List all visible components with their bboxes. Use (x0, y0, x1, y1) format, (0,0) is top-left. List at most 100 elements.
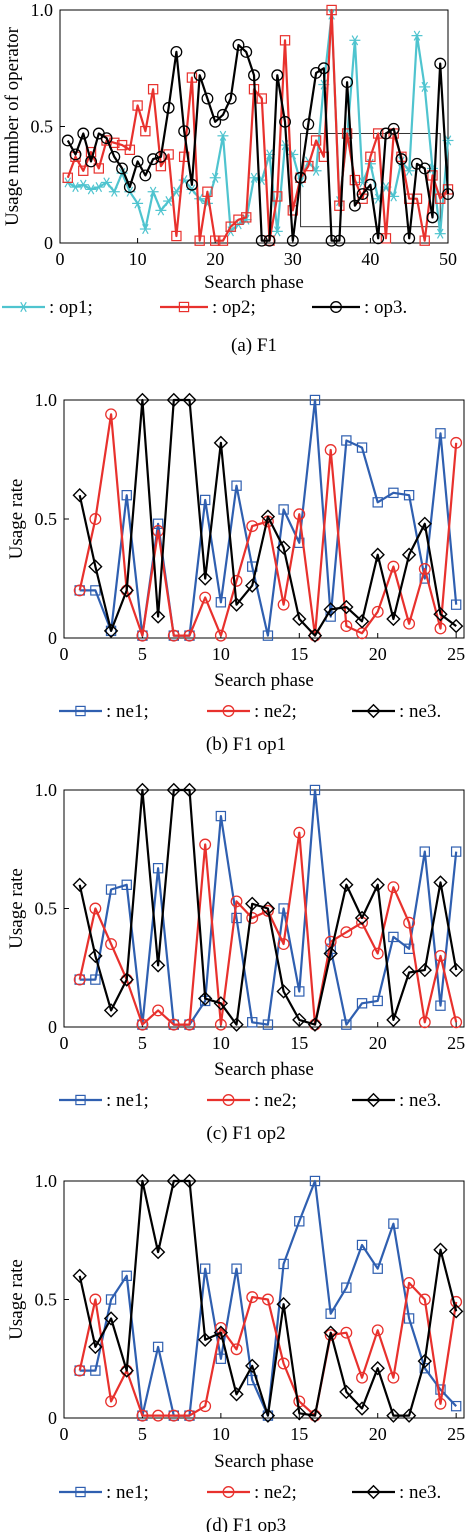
legend-marker (18, 301, 29, 313)
data-point (307, 1408, 323, 1423)
series-3 (72, 392, 464, 643)
legend-item-3: : ne3. (352, 1090, 441, 1111)
data-point (105, 884, 117, 895)
data-point (73, 973, 86, 986)
data-point (199, 1263, 211, 1274)
data-point (278, 504, 289, 515)
data-point (139, 223, 151, 235)
data-point (418, 563, 431, 575)
data-point (271, 226, 283, 237)
data-point (202, 186, 213, 197)
data-point (261, 1293, 274, 1306)
data-point (229, 1017, 244, 1032)
data-point (121, 490, 132, 501)
data-point (199, 838, 212, 851)
data-point (240, 45, 253, 58)
legend-label: : ne3. (399, 1482, 441, 1503)
data-point (435, 428, 446, 439)
data-point (73, 1364, 86, 1377)
data-point (403, 490, 415, 501)
data-point (241, 212, 252, 223)
data-point (69, 148, 82, 161)
x-axis-label: Search phase (214, 1451, 314, 1472)
data-point (230, 1343, 243, 1356)
data-point (293, 826, 306, 839)
data-point (245, 1358, 260, 1374)
legend-marker (366, 1092, 381, 1108)
legend-marker (178, 301, 190, 313)
data-point (401, 547, 417, 562)
data-point (356, 442, 368, 453)
x-tick-label: 5 (138, 1033, 147, 1053)
data-point (246, 1291, 259, 1304)
data-point (77, 127, 90, 140)
data-point (323, 602, 338, 617)
series-2 (73, 1276, 463, 1422)
data-point (356, 1239, 368, 1251)
data-point (448, 1304, 464, 1319)
data-point (152, 1341, 164, 1353)
x-tick-label: 20 (206, 249, 224, 269)
x-tick-label: 25 (447, 1424, 465, 1444)
legend-label: : ne1; (106, 1482, 149, 1503)
x-tick-label: 10 (212, 644, 230, 664)
data-point (213, 1325, 229, 1340)
data-point (183, 629, 196, 642)
data-point (387, 560, 400, 573)
x-axis-label: Search phase (214, 670, 314, 691)
data-point (262, 1019, 274, 1030)
data-point (364, 178, 377, 191)
data-point (132, 100, 143, 111)
data-point (90, 974, 101, 985)
data-point (262, 630, 274, 641)
legend-marker (75, 1094, 86, 1106)
chart-caption: (a) F1 (231, 335, 277, 356)
series-3 (72, 1173, 464, 1423)
data-point (370, 877, 385, 892)
data-point (324, 444, 337, 456)
legend-marker (222, 1094, 235, 1106)
data-point (418, 162, 431, 175)
data-point (88, 1339, 103, 1355)
data-point (307, 628, 323, 643)
data-point (356, 188, 369, 201)
data-point (213, 435, 229, 451)
data-point (215, 1353, 227, 1364)
data-point (340, 1326, 353, 1339)
x-tick-label: 0 (60, 1424, 69, 1444)
data-point (224, 92, 237, 105)
data-point (197, 1332, 213, 1347)
data-point (166, 782, 181, 798)
data-point (435, 1384, 446, 1395)
data-point (90, 1365, 101, 1376)
data-point (150, 1244, 166, 1260)
legend-item-3: : op3. (312, 297, 407, 318)
data-point (450, 846, 462, 857)
data-point (215, 810, 227, 822)
series-3 (72, 782, 464, 1032)
legend-label: : ne1; (106, 1090, 149, 1111)
data-point (147, 153, 160, 166)
data-point (271, 69, 284, 82)
data-point (62, 172, 73, 183)
legend-label: : op1; (49, 297, 93, 318)
chart-caption: (d) F1 op3 (206, 1515, 286, 1532)
data-point (150, 609, 166, 624)
legend-item-2: : ne2; (207, 1482, 297, 1503)
y-axis-label: Usage number of operator (2, 26, 23, 226)
legend-marker (75, 1486, 86, 1498)
data-point (183, 1018, 196, 1031)
data-point (248, 172, 260, 183)
data-point (89, 1293, 102, 1306)
x-tick-label: 15 (290, 1033, 308, 1053)
data-point (152, 518, 164, 529)
data-point (72, 488, 87, 503)
data-point (217, 108, 229, 121)
data-point (230, 574, 243, 587)
data-point (401, 1408, 417, 1423)
x-tick-label: 25 (447, 644, 465, 664)
data-point (182, 782, 197, 798)
legend-marker (366, 703, 381, 719)
data-point (371, 605, 384, 618)
